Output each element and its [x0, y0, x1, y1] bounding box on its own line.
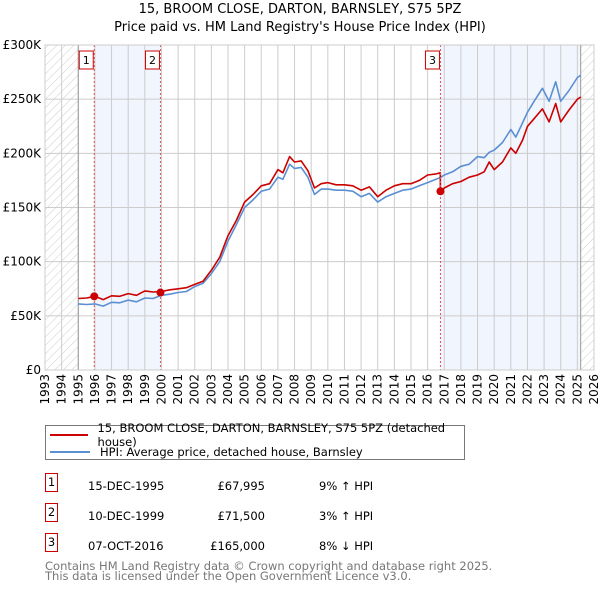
- legend-swatch-red: [50, 434, 88, 436]
- chart-subtitle: Price paid vs. HM Land Registry's House …: [114, 20, 486, 35]
- sale-label-box: [78, 50, 94, 70]
- legend-swatch-blue: [50, 451, 90, 453]
- legend-label: 15, BROOM CLOSE, DARTON, BARNSLEY, S75 5…: [97, 421, 446, 449]
- x-tick-label: 2008: [288, 374, 302, 405]
- x-tick-label: 2010: [321, 374, 335, 405]
- x-tick-label: 2018: [454, 374, 468, 405]
- x-tick-label: 2014: [387, 374, 401, 405]
- x-tick-label: 2026: [587, 374, 600, 405]
- x-tick-label: 2004: [221, 374, 235, 405]
- x-tick-label: 2023: [537, 374, 551, 405]
- x-tick-label: 2021: [504, 374, 518, 405]
- sale-date: 10-DEC-1999: [88, 509, 165, 523]
- property-price-line: [78, 96, 582, 301]
- x-tick-label: 1993: [38, 374, 52, 405]
- sale-price: £165,000: [210, 539, 265, 553]
- y-tick-label: £200K: [3, 146, 43, 160]
- plot-border: [44, 44, 595, 371]
- footer-licence: This data is licensed under the Open Gov…: [45, 569, 412, 583]
- x-tick-label: 2025: [570, 374, 584, 405]
- y-tick-label: £250K: [3, 92, 43, 106]
- x-tick-label: 2011: [337, 374, 351, 405]
- x-tick-label: 1999: [138, 374, 152, 405]
- sale-point: [436, 187, 445, 196]
- x-tick-label: 2013: [371, 374, 385, 405]
- sale-point: [156, 288, 165, 297]
- x-tick-label: 1998: [121, 374, 135, 405]
- x-tick-label: 2009: [304, 374, 318, 405]
- y-tick-label: £100K: [3, 255, 43, 269]
- x-tick-label: 2020: [487, 374, 501, 405]
- sale-price: £67,995: [217, 479, 265, 493]
- x-tick-label: 2001: [171, 374, 185, 405]
- x-tick-label: 2015: [404, 374, 418, 405]
- x-tick-label: 2012: [354, 374, 368, 405]
- sale-label-box: [424, 50, 440, 70]
- hpi-line: [78, 74, 582, 307]
- sale-price: £71,500: [217, 509, 265, 523]
- sale-label: 1: [83, 54, 90, 67]
- legend-item-hpi: HPI: Average price, detached house, Barn…: [50, 444, 363, 460]
- sale-label: 2: [149, 54, 156, 67]
- x-tick-label: 2000: [154, 374, 168, 405]
- x-tick-label: 2019: [471, 374, 485, 405]
- sale-date: 07-OCT-2016: [88, 539, 164, 553]
- sale-number-badge: 2: [45, 503, 58, 522]
- y-tick-label: £150K: [3, 201, 43, 215]
- legend-item-property: 15, BROOM CLOSE, DARTON, BARNSLEY, S75 5…: [50, 421, 464, 449]
- x-tick-label: 2005: [238, 374, 252, 405]
- sale-date: 15-DEC-1995: [88, 479, 165, 493]
- sale-hpi-diff: 9% ↑ HPI: [319, 479, 374, 493]
- sale-hpi-diff: 8% ↓ HPI: [319, 539, 374, 553]
- table-row: 2 10-DEC-1999 £71,500 3% ↑ HPI: [45, 503, 465, 526]
- x-tick-label: 2002: [188, 374, 202, 405]
- x-tick-label: 2022: [520, 374, 534, 405]
- sale-number-badge: 1: [45, 473, 58, 492]
- x-tick-label: 1997: [105, 374, 119, 405]
- sale-label-box: [144, 50, 160, 70]
- legend: 15, BROOM CLOSE, DARTON, BARNSLEY, S75 5…: [45, 421, 465, 460]
- x-tick-label: 2006: [254, 374, 268, 405]
- chart-title: 15, BROOM CLOSE, DARTON, BARNSLEY, S75 5…: [138, 2, 462, 17]
- legend-label: HPI: Average price, detached house, Barn…: [100, 445, 363, 459]
- sale-point: [90, 292, 99, 301]
- table-row: 1 15-DEC-1995 £67,995 9% ↑ HPI: [45, 473, 465, 496]
- y-tick-label: £300K: [3, 38, 43, 52]
- sale-hpi-diff: 3% ↑ HPI: [319, 509, 374, 523]
- x-tick-label: 2024: [554, 374, 568, 405]
- x-tick-label: 1996: [88, 374, 102, 405]
- sale-number-badge: 3: [45, 533, 58, 552]
- y-tick-label: £50K: [10, 309, 42, 323]
- sale-label: 3: [429, 54, 436, 67]
- footer-copyright: Contains HM Land Registry data © Crown c…: [45, 559, 493, 573]
- x-tick-label: 1994: [55, 374, 69, 405]
- x-tick-label: 2017: [437, 374, 451, 405]
- y-tick-label: £0: [26, 363, 41, 377]
- x-tick-label: 2016: [421, 374, 435, 405]
- x-tick-label: 2007: [271, 374, 285, 405]
- x-tick-label: 1995: [71, 374, 85, 405]
- table-row: 3 07-OCT-2016 £165,000 8% ↓ HPI: [45, 533, 465, 556]
- x-tick-label: 2003: [204, 374, 218, 405]
